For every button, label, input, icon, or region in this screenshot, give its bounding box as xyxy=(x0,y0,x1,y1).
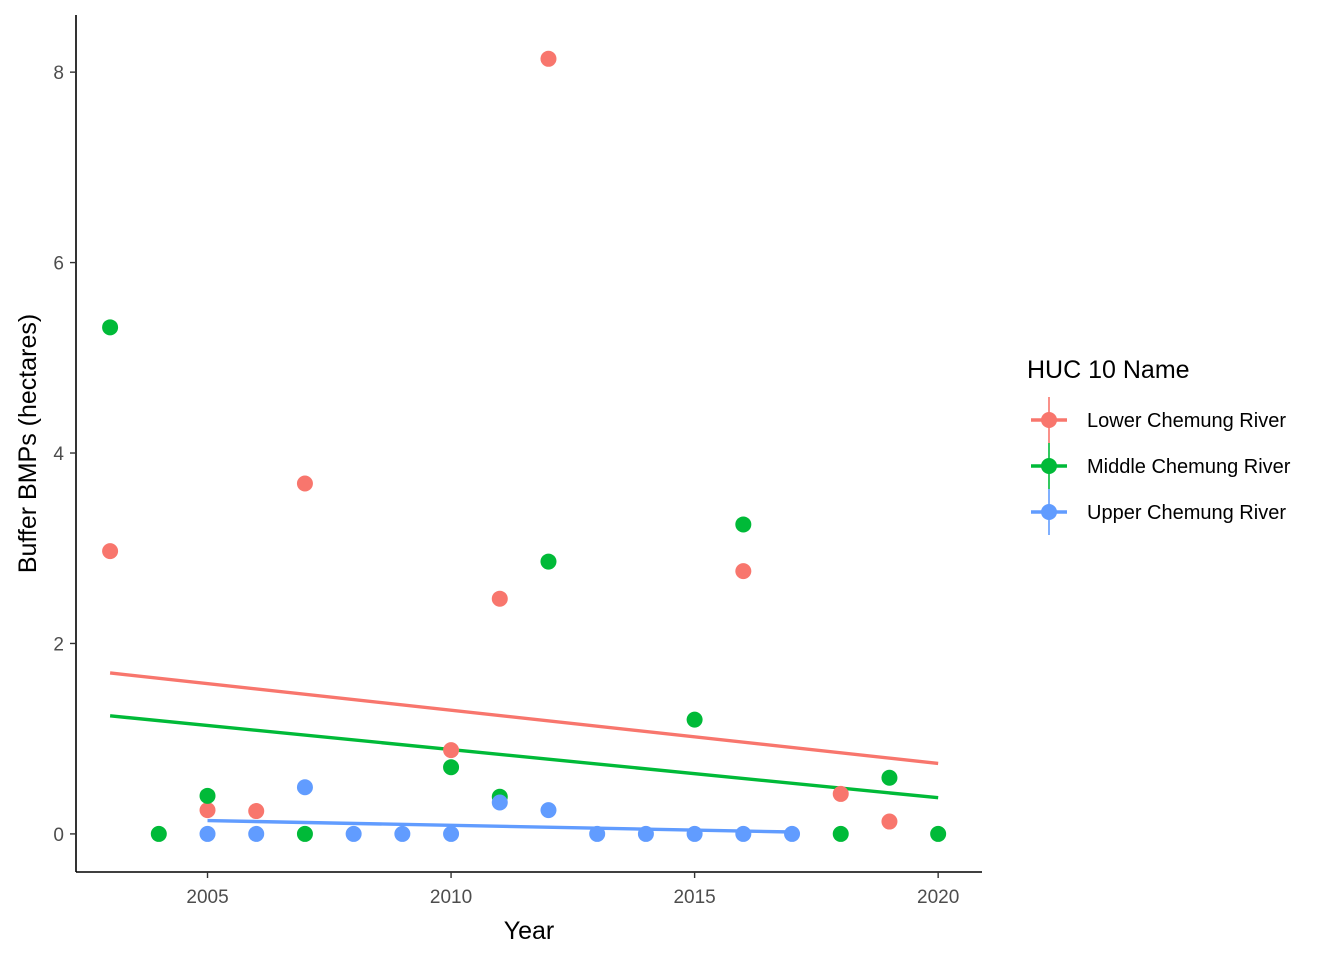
legend-label-2: Upper Chemung River xyxy=(1087,502,1286,524)
data-point-series-2-10 xyxy=(686,825,703,842)
legend: HUC 10 Name Lower Chemung River Middle Ch… xyxy=(1027,356,1291,535)
data-point-series-1-9 xyxy=(832,825,849,842)
data-point-series-1-7 xyxy=(686,711,703,728)
trend-line-series-1 xyxy=(109,714,939,800)
legend-key-point-1 xyxy=(1041,458,1057,474)
data-point-series-2-5 xyxy=(443,825,460,842)
data-point-series-1-6 xyxy=(540,553,557,570)
x-tick-label: 2020 xyxy=(917,887,959,908)
y-tick-label: 2 xyxy=(53,634,64,655)
data-point-series-2-8 xyxy=(589,825,606,842)
data-point-series-2-7 xyxy=(540,802,557,819)
data-point-series-0-2 xyxy=(248,803,265,820)
data-point-series-2-0 xyxy=(199,825,216,842)
data-point-series-1-10 xyxy=(881,769,898,786)
data-point-series-2-4 xyxy=(394,825,411,842)
trend-lines xyxy=(109,671,939,834)
trend-line-series-2 xyxy=(207,818,793,834)
data-point-series-1-1 xyxy=(150,825,167,842)
data-point-series-1-8 xyxy=(735,516,752,533)
legend-key-point-2 xyxy=(1041,504,1057,520)
x-tick-label: 2010 xyxy=(430,887,472,908)
data-point-series-2-9 xyxy=(637,825,654,842)
legend-title: HUC 10 Name xyxy=(1027,356,1190,384)
axes: 0 2 4 6 8 2005 2010 2015 2020 xyxy=(53,15,982,908)
data-point-series-2-2 xyxy=(296,779,313,796)
data-point-series-2-12 xyxy=(784,825,801,842)
legend-key-point-0 xyxy=(1041,412,1057,428)
data-point-series-2-6 xyxy=(491,794,508,811)
data-point-series-1-0 xyxy=(102,319,119,336)
data-point-series-0-0 xyxy=(102,543,119,560)
data-point-series-0-9 xyxy=(881,813,898,830)
y-tick-label: 0 xyxy=(53,825,64,846)
y-tick-label: 6 xyxy=(53,254,64,275)
data-point-series-2-11 xyxy=(735,825,752,842)
x-tick-label: 2015 xyxy=(673,887,715,908)
data-point-series-0-4 xyxy=(443,742,460,759)
x-axis-title: Year xyxy=(504,917,555,945)
data-point-series-1-11 xyxy=(930,825,947,842)
trend-line-series-0 xyxy=(109,671,939,766)
y-tick-label: 8 xyxy=(53,63,64,84)
data-point-series-0-3 xyxy=(296,475,313,492)
data-point-series-1-4 xyxy=(443,759,460,776)
legend-label-1: Middle Chemung River xyxy=(1087,456,1291,478)
data-point-series-1-3 xyxy=(296,825,313,842)
data-point-series-0-6 xyxy=(540,50,557,67)
x-tick-label: 2005 xyxy=(186,887,228,908)
data-point-series-0-1 xyxy=(199,802,216,819)
data-point-series-2-1 xyxy=(248,825,265,842)
y-tick-label: 4 xyxy=(53,444,64,465)
data-point-series-0-5 xyxy=(491,590,508,607)
data-point-series-0-7 xyxy=(735,563,752,580)
y-axis-title: Buffer BMPs (hectares) xyxy=(14,314,42,573)
data-point-series-1-2 xyxy=(199,787,216,804)
data-point-series-0-8 xyxy=(832,785,849,802)
data-points xyxy=(102,50,947,842)
data-point-series-2-3 xyxy=(345,825,362,842)
legend-label-0: Lower Chemung River xyxy=(1087,410,1286,432)
